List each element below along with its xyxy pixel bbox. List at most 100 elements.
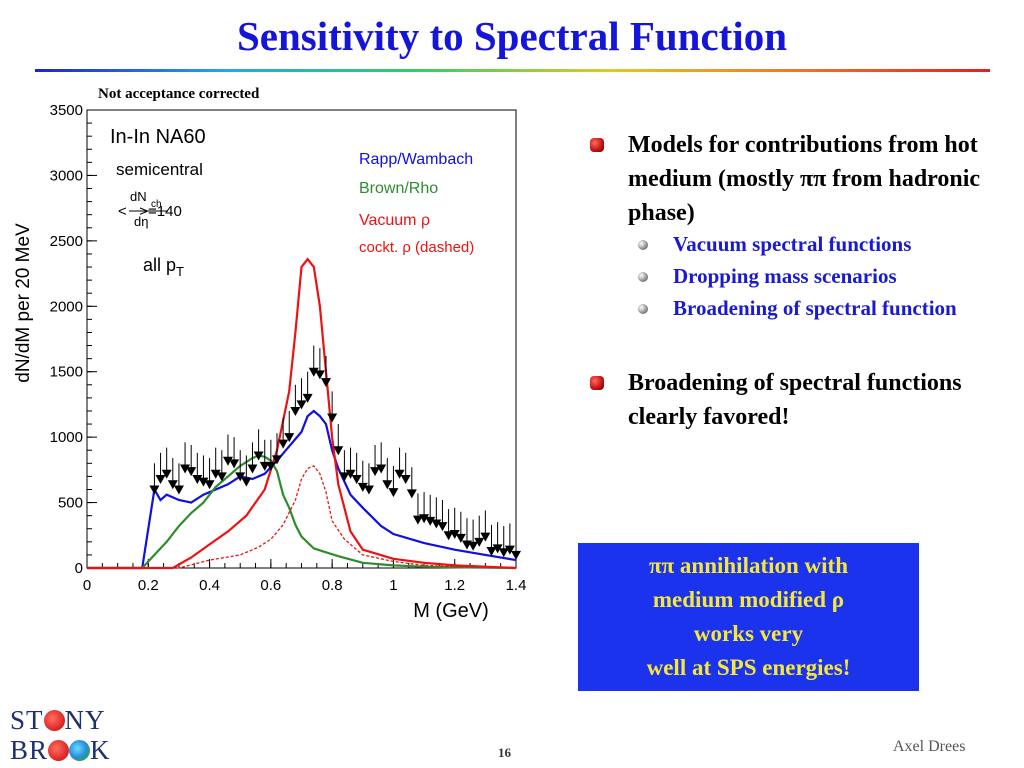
title-underline <box>35 69 990 72</box>
mult-denominator: dη <box>134 214 148 229</box>
data-point <box>235 472 246 482</box>
logo-text: BR <box>10 735 49 765</box>
bullet-list: Models for contributions from hot medium… <box>590 128 990 434</box>
x-tick-label: 1.2 <box>444 577 465 594</box>
data-point <box>284 433 295 443</box>
data-point <box>406 489 417 499</box>
data-point <box>161 469 172 479</box>
data-point <box>241 477 252 487</box>
legend-vacuum: Vacuum ρ <box>359 212 430 229</box>
data-point <box>149 485 160 495</box>
data-point <box>321 378 332 388</box>
data-point <box>167 480 178 490</box>
data-point <box>173 485 184 495</box>
highlight-line: ππ annihilation with <box>648 553 849 578</box>
sub-bullet-icon <box>638 272 648 282</box>
data-point <box>443 531 454 541</box>
y-tick-label: 2000 <box>50 298 83 315</box>
data-point <box>437 522 448 532</box>
sub-item-label: Vacuum spectral functions <box>673 232 912 256</box>
data-point <box>290 406 301 416</box>
logo-text: NY <box>64 705 106 735</box>
logo-red-o-icon <box>48 740 70 761</box>
experiment-label: In-In NA60 <box>110 126 206 148</box>
x-tick-label: 0.4 <box>199 577 220 594</box>
highlight-line: medium modified ρ <box>652 587 845 612</box>
acceptance-note: Not acceptance corrected <box>98 86 260 102</box>
curve-rapp-wambach <box>87 409 517 570</box>
data-point <box>210 469 221 479</box>
data-point <box>216 472 227 482</box>
sub-bullet-list: Vacuum spectral functions Dropping mass … <box>638 232 990 320</box>
data-point <box>247 464 258 474</box>
data-point <box>357 482 368 492</box>
data-point <box>394 469 405 479</box>
spectrum-plot: 0 0.2 0.4 0.6 0.8 1 1.2 1.4 0 500 1000 1500 2000 2500… <box>13 102 526 622</box>
x-tick-label: 1 <box>389 577 397 594</box>
data-point <box>308 367 319 377</box>
logo-line-2: BR K <box>10 735 111 765</box>
data-point <box>198 477 209 487</box>
logo-text: K <box>90 735 111 765</box>
centrality-label: semicentral <box>116 160 203 179</box>
data-point <box>296 400 307 410</box>
data-point <box>400 475 411 485</box>
legend-cocktail: cockt. ρ (dashed) <box>359 239 474 256</box>
highlight-box: ππ annihilation with medium modified ρ w… <box>578 543 919 691</box>
data-point <box>339 472 350 482</box>
data-point <box>229 459 240 469</box>
data-point <box>388 488 399 498</box>
data-point <box>376 464 387 474</box>
data-point <box>511 550 521 560</box>
sub-bullet-icon <box>638 304 648 314</box>
y-tick-label: 3000 <box>50 167 83 184</box>
data-point <box>204 480 215 490</box>
data-point <box>412 515 423 525</box>
mult-value: < >=140 <box>118 203 182 220</box>
data-point <box>345 469 356 479</box>
sub-item-broadening: Broadening of spectral function <box>638 296 990 320</box>
logo-line-1: ST NY <box>10 705 111 735</box>
data-point <box>222 456 233 466</box>
curve-vacuum <box>87 257 517 570</box>
data-point <box>278 439 289 449</box>
data-point <box>302 393 313 403</box>
sub-item-dropping: Dropping mass scenarios <box>638 264 990 288</box>
x-tick-label: 0 <box>83 577 91 594</box>
legend-brown: Brown/Rho <box>359 180 438 197</box>
data-point <box>192 475 203 485</box>
data-point <box>180 464 191 474</box>
data-point <box>480 532 491 542</box>
data-point <box>492 544 503 554</box>
data-point <box>370 467 381 477</box>
data-point <box>155 475 166 485</box>
y-tick-label: 0 <box>75 560 83 577</box>
data-point <box>431 519 442 529</box>
data-point <box>419 514 430 524</box>
mult-numerator-sub: ch <box>151 199 162 210</box>
data-point <box>498 548 509 558</box>
sub-item-label: Broadening of spectral function <box>673 296 957 320</box>
pt-label: all pT <box>143 255 184 279</box>
y-tick-label: 2500 <box>50 233 83 250</box>
logo-blue-o-icon <box>69 740 91 761</box>
mult-numerator: dN <box>130 189 147 204</box>
data-point <box>253 451 264 461</box>
y-tick-label: 500 <box>58 495 83 512</box>
bullet-item-conclusion: Broadening of spectral functions clearly… <box>590 366 990 434</box>
bullet-text-models: Models for contributions from hot medium… <box>628 132 981 226</box>
data-point <box>351 475 362 485</box>
highlight-line: well at SPS energies! <box>646 655 851 680</box>
x-axis-label: M (GeV) <box>413 600 489 622</box>
y-tick-label: 1000 <box>50 429 83 446</box>
data-point <box>327 413 338 423</box>
bullet-marker-icon <box>590 138 604 152</box>
data-point <box>468 541 479 551</box>
data-point <box>314 370 325 380</box>
data-point <box>265 461 276 471</box>
data-point <box>504 545 515 555</box>
stony-brook-logo: ST NY BR K <box>10 705 111 765</box>
data-point <box>455 533 466 543</box>
pt-label-sub: T <box>176 264 184 279</box>
highlight-line: works very <box>693 621 804 646</box>
